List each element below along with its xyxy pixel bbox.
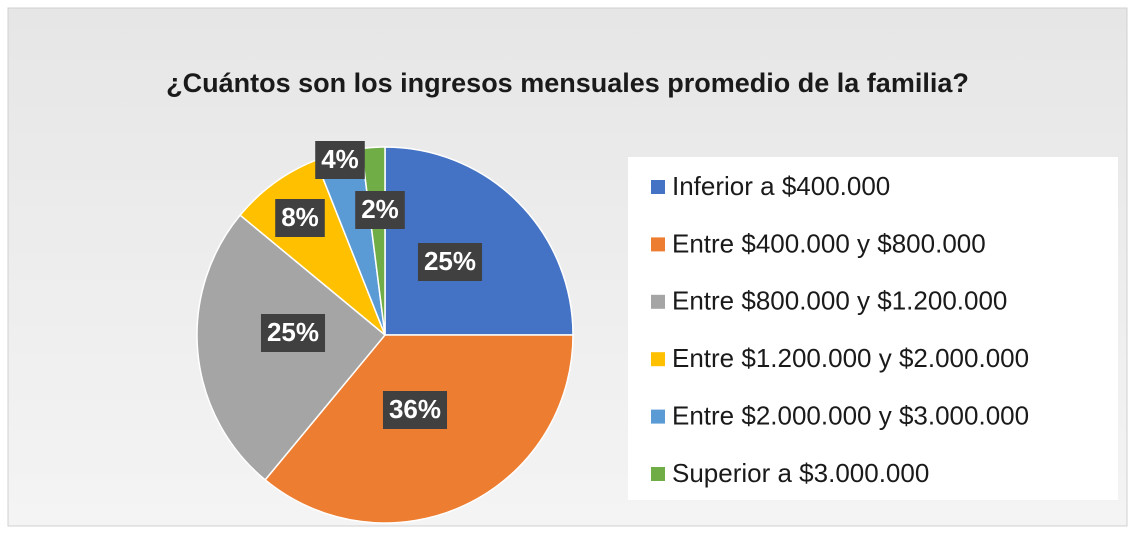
legend-label: Inferior a $400.000 [672,171,890,201]
data-label-box [275,199,325,237]
data-label: 2% [361,194,399,224]
data-label-box [260,314,326,352]
legend-swatch [651,352,665,367]
legend-label: Entre $1.200.000 y $2.000.000 [672,343,1029,373]
legend-label: Entre $400.000 y $800.000 [672,228,986,258]
legend-box [628,157,1118,500]
data-label-box [315,141,365,179]
legend-swatch [651,180,665,194]
legend-label: Superior a $3.000.000 [672,458,929,488]
data-label: 4% [321,144,359,174]
legend-swatch [651,237,665,252]
data-label: 8% [281,202,319,232]
legend-swatch [651,294,665,309]
chart-title: ¿Cuántos son los ingresos mensuales prom… [166,68,969,98]
legend-swatch [651,409,665,424]
legend-swatch [651,467,665,481]
legend-label: Entre $2.000.000 y $3.000.000 [672,400,1029,430]
pie-slice [384,146,574,336]
data-label-box [355,191,405,229]
data-label-box [417,243,483,281]
data-label: 25% [267,317,319,347]
data-label: 25% [424,246,476,276]
data-label: 36% [389,394,441,424]
legend-label: Entre $800.000 y $1.200.000 [672,286,1007,316]
data-label-box [382,391,448,429]
